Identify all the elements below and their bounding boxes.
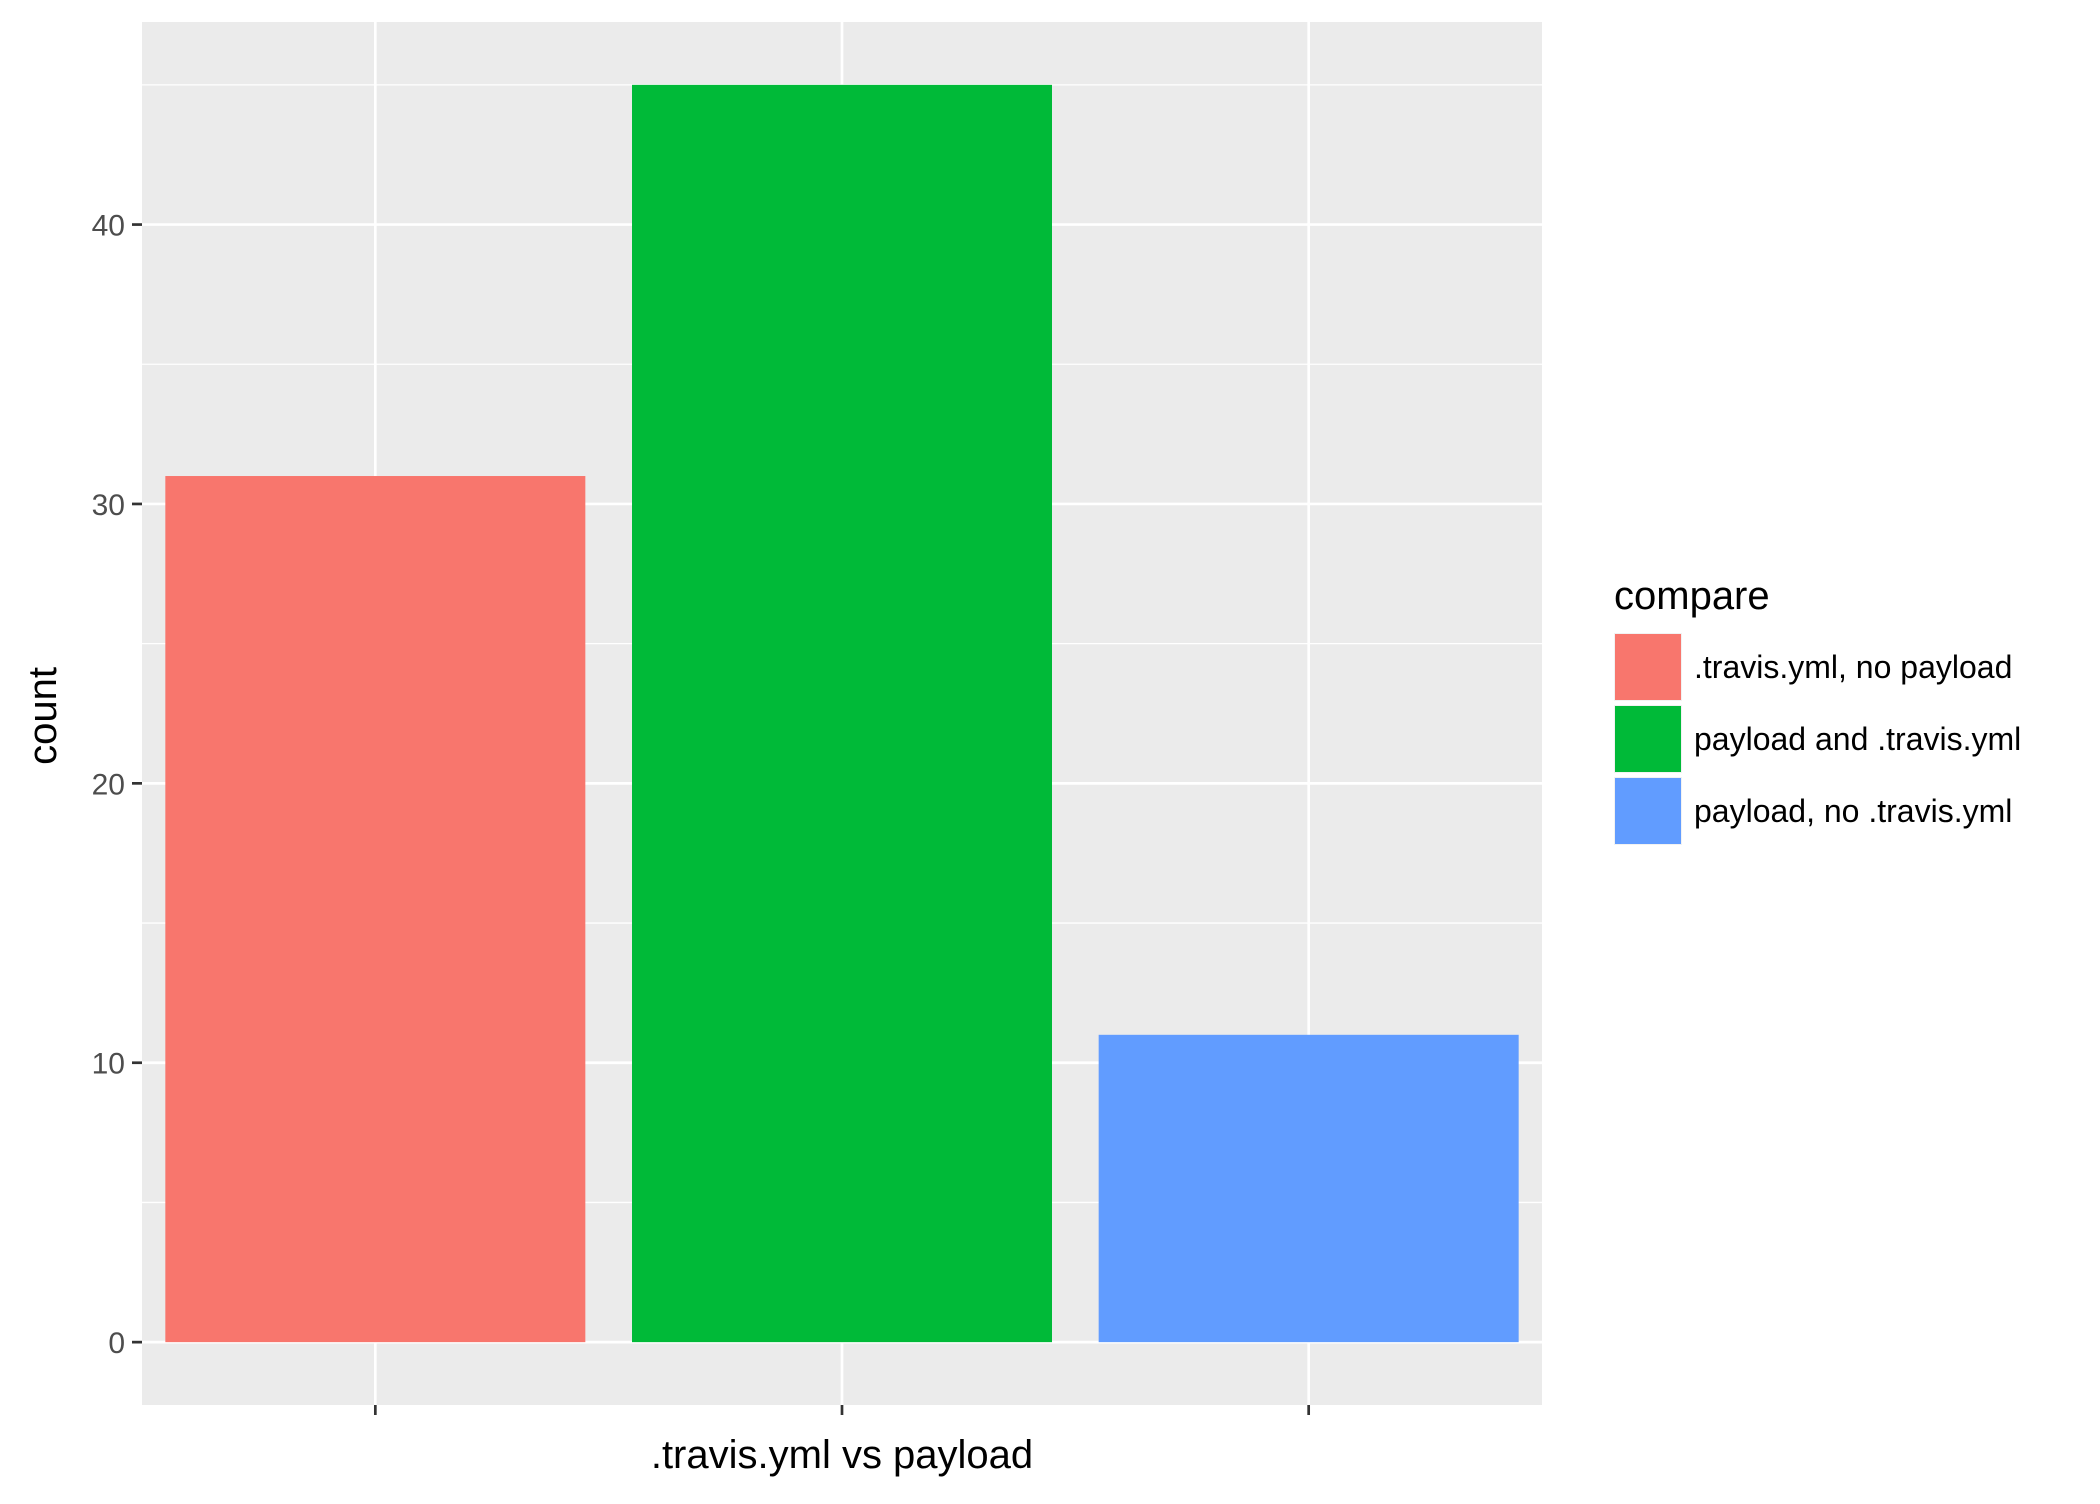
legend-label: payload, no .travis.yml xyxy=(1694,793,2012,829)
y-tick-label: 20 xyxy=(92,768,125,801)
bars xyxy=(165,84,1519,1343)
legend: compare .travis.yml, no payload payload a… xyxy=(1614,574,2021,845)
bar-3 xyxy=(1098,1034,1519,1343)
legend-entries: .travis.yml, no payload payload and .trav… xyxy=(1614,633,2021,845)
legend-item: payload and .travis.yml xyxy=(1614,705,2021,773)
bar-2 xyxy=(632,84,1052,1343)
y-tick-label: 40 xyxy=(92,210,125,243)
axes: 0 10 20 30 40 xyxy=(92,210,1311,1415)
legend-item: .travis.yml, no payload xyxy=(1614,633,2012,701)
x-axis-title: .travis.yml vs payload xyxy=(651,1433,1033,1477)
bar-1 xyxy=(165,476,586,1343)
y-tick-label: 0 xyxy=(108,1327,125,1360)
legend-key-swatch xyxy=(1615,634,1681,700)
y-tick-label: 10 xyxy=(92,1048,125,1081)
legend-label: payload and .travis.yml xyxy=(1694,721,2021,757)
legend-title: compare xyxy=(1614,574,1770,618)
y-axis-title: count xyxy=(21,667,65,765)
legend-label: .travis.yml, no payload xyxy=(1694,649,2012,685)
legend-item: payload, no .travis.yml xyxy=(1614,777,2012,845)
y-tick-label: 30 xyxy=(92,489,125,522)
legend-key-swatch xyxy=(1615,706,1681,772)
legend-key-swatch xyxy=(1615,778,1681,844)
